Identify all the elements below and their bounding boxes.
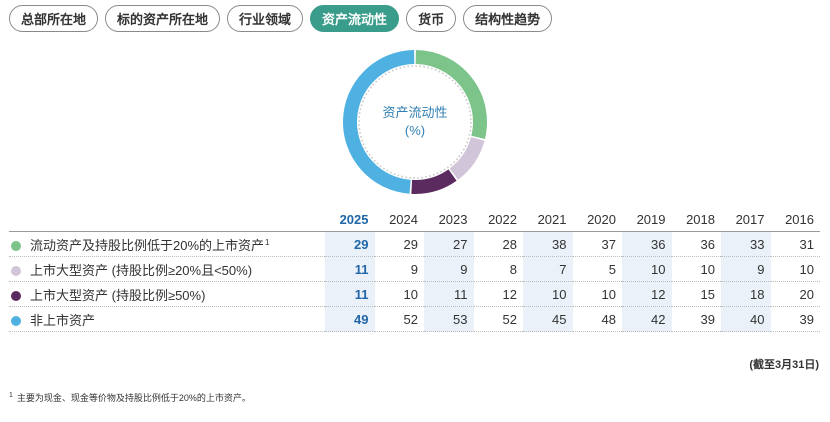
- value-cell: 53: [424, 306, 474, 332]
- value-cell: 20: [770, 281, 820, 307]
- value-cell: 48: [572, 306, 622, 332]
- value-cell: 40: [721, 306, 771, 332]
- legend-dot-icon: [11, 290, 21, 301]
- value-cell: 36: [671, 231, 721, 257]
- value-cell: 28: [473, 231, 523, 257]
- footnote-reference: 1: [265, 237, 270, 247]
- column-header-year: 2025: [325, 207, 375, 232]
- footnote-text: 主要为现金、现金等价物及持股比例低于20%的上市资产。: [16, 393, 251, 403]
- value-cell: 33: [721, 231, 771, 257]
- tab-2[interactable]: 行业领域: [227, 5, 304, 32]
- row-label: 上市大型资产 (持股比例≥20%且<50%): [30, 262, 253, 278]
- donut-inner-dotted-ring: [358, 65, 472, 179]
- donut-slice[interactable]: [415, 50, 487, 140]
- value-cell: 15: [671, 281, 721, 307]
- donut-center-unit: (%): [404, 123, 426, 138]
- liquidity-donut-chart: [343, 50, 487, 194]
- value-cell: 11: [325, 281, 375, 307]
- as-of-note: (截至3月31日): [749, 359, 819, 371]
- row-label: 非上市资产: [30, 312, 96, 328]
- value-cell: 52: [473, 306, 523, 332]
- row-label-cell: 非上市资产: [9, 306, 325, 332]
- value-cell: 39: [671, 306, 721, 332]
- value-cell: 37: [572, 231, 622, 257]
- column-header-year: 2017: [721, 207, 771, 232]
- value-cell: 10: [622, 256, 672, 282]
- header-blank: [9, 207, 325, 232]
- table-row: 上市大型资产 (持股比例≥20%且<50%) 11 9 9 8 7 5 10 10 9 10: [9, 256, 820, 282]
- table-row: 流动资产及持股比例低于20%的上市资产1 29 29 27 28 38 37 36 36 33 31: [9, 231, 820, 257]
- liquidity-table: 2025 2024 2023 2022 2021 2020 2019 2018 2017 2016…: [9, 207, 820, 332]
- row-label-cell: 上市大型资产 (持股比例≥50%): [9, 281, 325, 307]
- value-cell: 10: [572, 281, 622, 307]
- value-cell: 42: [622, 306, 672, 332]
- column-header-year: 2024: [374, 207, 424, 232]
- column-header-year: 2019: [622, 207, 672, 232]
- donut-slice[interactable]: [343, 50, 415, 194]
- legend-dot-icon: [11, 240, 21, 251]
- value-cell: 29: [325, 231, 375, 257]
- tab-bar: 总部所在地 标的资产所在地 行业领域 资产流动性 货币 结构性趋势: [9, 5, 553, 32]
- column-header-year: 2018: [671, 207, 721, 232]
- column-header-year: 2021: [523, 207, 573, 232]
- tab-4[interactable]: 货币: [406, 5, 457, 32]
- row-label-cell: 上市大型资产 (持股比例≥20%且<50%): [9, 256, 325, 282]
- value-cell: 27: [424, 231, 474, 257]
- value-cell: 52: [374, 306, 424, 332]
- value-cell: 12: [622, 281, 672, 307]
- legend-dot-icon: [11, 315, 21, 326]
- tab-1[interactable]: 标的资产所在地: [105, 5, 221, 32]
- donut-center-title: 资产流动性: [382, 105, 448, 120]
- column-header-year: 2022: [473, 207, 523, 232]
- donut-center-label: 资产流动性 (%): [341, 104, 489, 140]
- column-header-year: 2023: [424, 207, 474, 232]
- value-cell: 31: [770, 231, 820, 257]
- tab-5[interactable]: 结构性趋势: [463, 5, 553, 32]
- donut-slice[interactable]: [411, 169, 457, 194]
- footnote-mark: 1: [9, 392, 13, 399]
- value-cell: 7: [523, 256, 573, 282]
- value-cell: 8: [473, 256, 523, 282]
- row-label: 上市大型资产 (持股比例≥50%): [30, 287, 206, 303]
- table-row: 上市大型资产 (持股比例≥50%) 11 10 11 12 10 10 12 15 18 20: [9, 281, 820, 307]
- tab-3[interactable]: 资产流动性: [310, 5, 400, 32]
- value-cell: 5: [572, 256, 622, 282]
- value-cell: 45: [523, 306, 573, 332]
- footnote: 1 主要为现金、现金等价物及持股比例低于20%的上市资产。: [9, 391, 251, 404]
- donut-slice[interactable]: [449, 136, 485, 180]
- value-cell: 38: [523, 231, 573, 257]
- value-cell: 9: [721, 256, 771, 282]
- value-cell: 18: [721, 281, 771, 307]
- value-cell: 29: [374, 231, 424, 257]
- tab-0[interactable]: 总部所在地: [9, 5, 99, 32]
- value-cell: 11: [424, 281, 474, 307]
- legend-dot-icon: [11, 265, 21, 276]
- value-cell: 11: [325, 256, 375, 282]
- value-cell: 10: [671, 256, 721, 282]
- column-header-year: 2020: [572, 207, 622, 232]
- value-cell: 39: [770, 306, 820, 332]
- value-cell: 49: [325, 306, 375, 332]
- table-row: 非上市资产 49 52 53 52 45 48 42 39 40 39: [9, 306, 820, 332]
- value-cell: 10: [770, 256, 820, 282]
- value-cell: 36: [622, 231, 672, 257]
- value-cell: 12: [473, 281, 523, 307]
- table-body: 流动资产及持股比例低于20%的上市资产1 29 29 27 28 38 37 36 36 33 31…: [9, 231, 820, 332]
- row-label: 流动资产及持股比例低于20%的上市资产: [30, 237, 265, 253]
- value-cell: 9: [424, 256, 474, 282]
- row-label-cell: 流动资产及持股比例低于20%的上市资产1: [9, 231, 325, 257]
- value-cell: 10: [523, 281, 573, 307]
- value-cell: 10: [374, 281, 424, 307]
- value-cell: 9: [374, 256, 424, 282]
- table-header-row: 2025 2024 2023 2022 2021 2020 2019 2018 2017 2016: [9, 207, 820, 232]
- column-header-year: 2016: [770, 207, 820, 232]
